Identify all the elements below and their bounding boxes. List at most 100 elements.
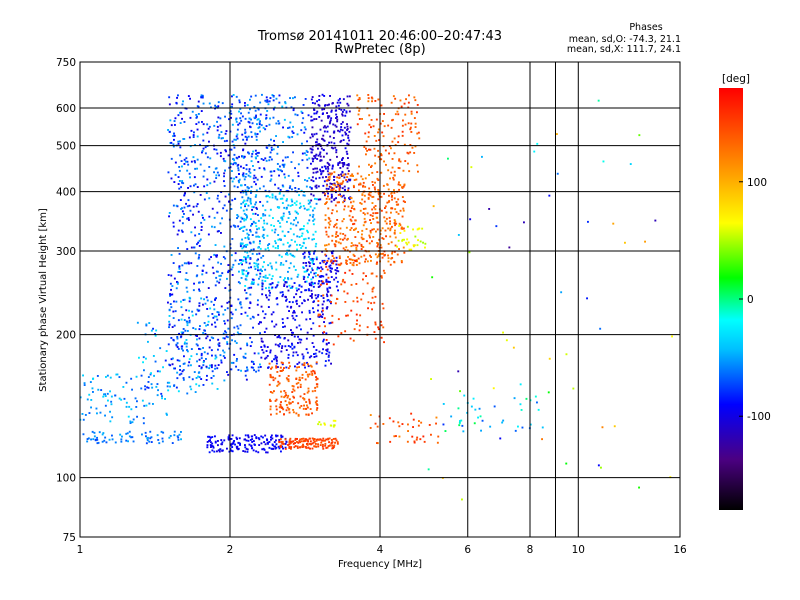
data-point bbox=[374, 100, 377, 102]
data-point bbox=[317, 443, 319, 446]
data-point bbox=[397, 141, 400, 144]
data-point bbox=[291, 130, 294, 133]
data-point bbox=[376, 171, 379, 173]
data-point bbox=[261, 235, 264, 238]
data-point bbox=[307, 231, 309, 234]
data-point bbox=[293, 446, 296, 449]
data-point bbox=[289, 306, 292, 309]
data-point bbox=[344, 330, 347, 333]
data-point bbox=[125, 405, 128, 408]
info-line-o: mean, sd,O: -74.3, 21.1 bbox=[569, 34, 681, 45]
data-point bbox=[276, 371, 279, 373]
y-tick-label: 500 bbox=[56, 141, 76, 153]
data-point bbox=[416, 244, 419, 247]
data-point bbox=[192, 156, 195, 159]
data-point bbox=[325, 244, 328, 247]
data-point bbox=[348, 258, 351, 261]
data-point bbox=[389, 229, 392, 232]
data-point bbox=[211, 436, 214, 438]
data-point bbox=[132, 418, 135, 421]
data-point bbox=[246, 216, 248, 219]
data-point bbox=[278, 440, 281, 443]
data-point bbox=[270, 224, 273, 227]
data-point bbox=[330, 259, 333, 262]
data-point bbox=[260, 305, 263, 308]
data-point bbox=[365, 240, 368, 243]
data-point bbox=[204, 329, 206, 332]
data-point bbox=[327, 166, 329, 168]
data-point bbox=[230, 148, 233, 151]
data-point bbox=[254, 109, 257, 112]
data-point bbox=[185, 272, 188, 274]
data-point bbox=[283, 285, 286, 287]
data-point bbox=[398, 158, 401, 161]
data-point bbox=[319, 262, 322, 265]
data-point bbox=[332, 137, 335, 139]
data-point bbox=[389, 177, 391, 180]
data-point bbox=[302, 194, 305, 197]
data-point bbox=[339, 182, 342, 185]
data-point bbox=[266, 441, 269, 444]
data-point bbox=[470, 405, 473, 408]
data-point bbox=[328, 164, 331, 167]
data-point bbox=[181, 181, 183, 184]
data-point bbox=[367, 301, 370, 304]
data-point bbox=[258, 123, 261, 126]
data-point bbox=[328, 115, 331, 118]
data-point bbox=[144, 431, 147, 434]
data-point bbox=[263, 448, 266, 451]
data-point bbox=[371, 288, 374, 291]
data-point bbox=[402, 207, 405, 210]
data-point bbox=[312, 301, 315, 303]
data-point bbox=[374, 162, 377, 165]
data-point bbox=[338, 187, 341, 190]
data-point bbox=[303, 225, 305, 228]
data-point bbox=[216, 197, 219, 200]
data-point bbox=[380, 275, 383, 278]
data-point bbox=[371, 171, 374, 174]
data-point bbox=[318, 285, 321, 288]
data-point bbox=[337, 335, 340, 338]
data-point bbox=[315, 376, 317, 378]
data-point bbox=[326, 179, 329, 182]
data-point bbox=[317, 143, 320, 146]
data-point bbox=[346, 102, 349, 105]
data-point bbox=[177, 94, 179, 97]
data-point bbox=[144, 385, 146, 388]
data-point bbox=[278, 406, 281, 409]
data-point bbox=[402, 200, 405, 203]
data-point bbox=[312, 180, 315, 183]
data-point bbox=[235, 162, 237, 165]
data-point bbox=[329, 173, 332, 176]
data-point bbox=[205, 324, 207, 327]
data-point bbox=[109, 420, 112, 423]
data-point bbox=[278, 334, 280, 337]
data-point bbox=[371, 196, 374, 198]
data-point bbox=[281, 217, 284, 220]
data-point bbox=[294, 210, 297, 213]
data-point bbox=[256, 178, 259, 181]
data-point bbox=[295, 315, 298, 317]
data-point bbox=[325, 353, 328, 355]
data-point bbox=[312, 345, 315, 348]
data-point bbox=[416, 436, 419, 439]
data-point bbox=[327, 115, 329, 118]
data-point bbox=[222, 332, 225, 335]
data-point bbox=[303, 194, 306, 197]
data-point bbox=[272, 245, 275, 248]
data-point bbox=[232, 442, 235, 445]
data-point bbox=[177, 140, 180, 143]
data-point bbox=[292, 351, 295, 354]
data-point bbox=[303, 126, 306, 129]
data-point bbox=[251, 447, 253, 450]
data-point bbox=[255, 194, 258, 197]
data-point bbox=[320, 283, 322, 286]
data-point bbox=[303, 270, 306, 273]
data-point bbox=[384, 207, 386, 209]
data-point bbox=[322, 282, 325, 285]
data-point bbox=[401, 124, 404, 127]
data-point bbox=[254, 132, 257, 135]
data-point bbox=[331, 321, 334, 324]
data-point bbox=[315, 171, 318, 174]
data-point bbox=[104, 404, 107, 407]
